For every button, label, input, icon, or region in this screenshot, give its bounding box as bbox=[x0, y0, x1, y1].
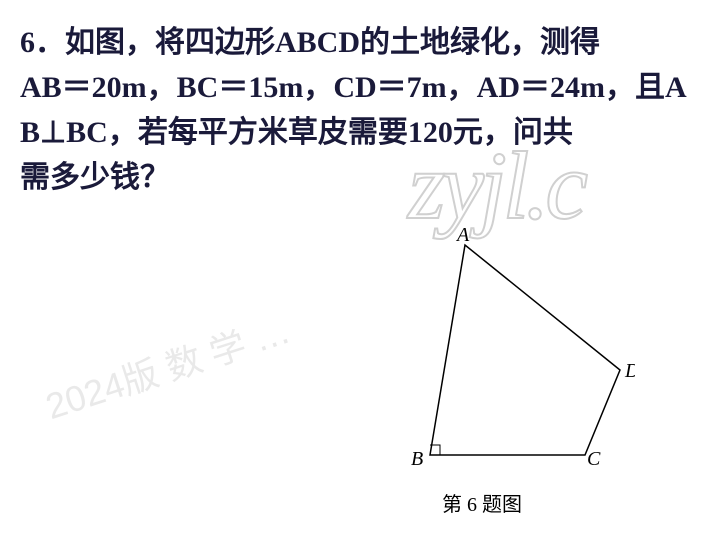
problem-line-3: B⊥BC，若每平方米草皮需要120元，问共 bbox=[20, 116, 573, 149]
problem-line-2: AB＝20m，BC＝15m，CD＝7m，AD＝24m，且A bbox=[20, 71, 687, 104]
figure-caption: 第 6 题图 bbox=[442, 488, 522, 517]
problem-number: 6． bbox=[20, 26, 65, 59]
watermark-year: 2024版 数 学 … bbox=[38, 302, 296, 430]
vertex-label-A: A bbox=[455, 225, 470, 246]
vertex-label-C: C bbox=[587, 448, 601, 470]
problem-line-4: 需多少钱？ bbox=[20, 161, 170, 194]
problem-text: 6．如图，将四边形ABCD的土地绿化，测得 AB＝20m，BC＝15m，CD＝7… bbox=[20, 20, 700, 200]
problem-line-1: 如图，将四边形ABCD的土地绿化，测得 bbox=[65, 26, 600, 59]
vertex-label-B: B bbox=[411, 448, 423, 470]
quadrilateral bbox=[430, 245, 620, 455]
vertex-label-D: D bbox=[624, 360, 635, 382]
geometry-figure: A B C D bbox=[325, 225, 635, 485]
